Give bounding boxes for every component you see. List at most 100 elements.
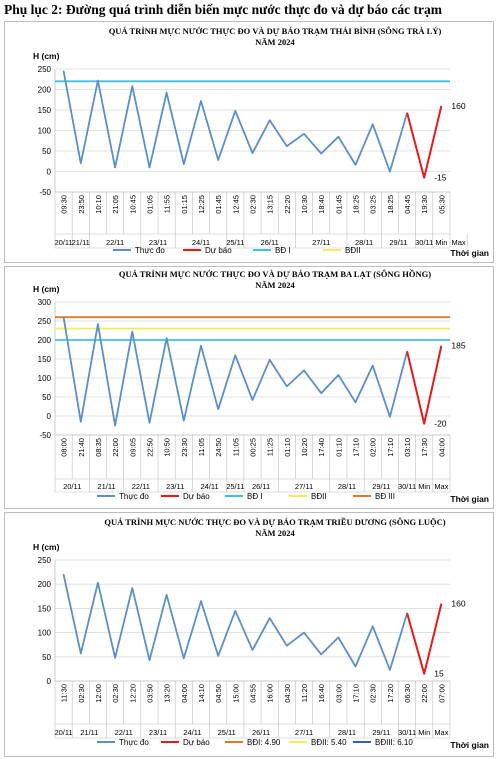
y-tick-label: 250 bbox=[38, 556, 52, 565]
y-tick-label: 200 bbox=[38, 580, 52, 589]
observed-point bbox=[372, 625, 374, 627]
chart-title: QUÁ TRÌNH MỰC NƯỚC THỰC ĐO VÀ DỰ BÁO TRẠ… bbox=[104, 517, 445, 527]
x-tick-label: 11:20 bbox=[300, 684, 309, 702]
x-tick-label: 21:40 bbox=[77, 438, 86, 457]
date-group-label: Max bbox=[434, 728, 448, 737]
observed-point bbox=[97, 323, 99, 325]
legend-label: BĐ III bbox=[375, 492, 395, 501]
observed-point bbox=[372, 364, 374, 367]
x-tick-label: 11:05 bbox=[197, 438, 206, 456]
date-group-label: 20/11 bbox=[54, 238, 72, 247]
date-group-label: 30/11 bbox=[398, 728, 416, 737]
date-group-label: 23/11 bbox=[166, 482, 184, 491]
x-tick-label: 17:10 bbox=[352, 684, 361, 703]
x-tick-label: 04:30 bbox=[283, 684, 292, 703]
legend-label: Thực đo bbox=[119, 738, 149, 747]
x-tick-label: 04:00 bbox=[180, 684, 189, 703]
x-tick-label: 22:00 bbox=[111, 438, 120, 457]
x-tick-label: 00:25 bbox=[249, 438, 258, 457]
x-tick-label: 01:05 bbox=[145, 195, 154, 214]
x-tick-label: 10:45 bbox=[128, 195, 137, 214]
x-tick-label: 01:10 bbox=[283, 438, 292, 457]
observed-point bbox=[251, 649, 254, 651]
observed-series-line bbox=[62, 574, 408, 671]
date-group-label: 25/11 bbox=[226, 238, 244, 247]
x-tick-label: 03:25 bbox=[369, 195, 378, 214]
observed-point bbox=[80, 162, 82, 164]
x-tick-label: 01:15 bbox=[180, 195, 189, 214]
date-group-label: Min bbox=[418, 482, 430, 491]
x-tick-label: 22:50 bbox=[145, 438, 154, 457]
legend-label: Dự báo bbox=[183, 492, 210, 501]
observed-point bbox=[337, 374, 339, 376]
y-tick-label: 0 bbox=[47, 412, 52, 421]
x-tick-label: 14:10 bbox=[197, 684, 206, 703]
x-tick-label: 03:10 bbox=[403, 438, 412, 457]
date-group-label: 22/11 bbox=[115, 728, 133, 737]
observed-point bbox=[251, 152, 254, 154]
x-tick-label: 09:05 bbox=[128, 438, 137, 457]
date-group-label: 22/11 bbox=[132, 482, 150, 491]
x-tick-label: 04:00 bbox=[437, 438, 446, 457]
observed-point bbox=[114, 657, 116, 659]
y-tick-label: 200 bbox=[38, 336, 52, 345]
y-tick-label: -50 bbox=[39, 431, 51, 440]
observed-point bbox=[62, 573, 65, 576]
date-group-label: 22/11 bbox=[106, 238, 124, 247]
date-group-label: 21/11 bbox=[80, 728, 98, 737]
observed-point bbox=[62, 70, 65, 72]
observed-point bbox=[114, 424, 116, 427]
x-tick-label: 05:30 bbox=[437, 195, 446, 214]
observed-point bbox=[354, 401, 357, 403]
date-group-label: 23/11 bbox=[149, 728, 167, 737]
x-tick-label: 12:25 bbox=[197, 195, 206, 214]
y-tick-label: 100 bbox=[38, 629, 52, 638]
observed-point bbox=[131, 587, 133, 589]
observed-point bbox=[131, 85, 133, 87]
date-group-label: 27/11 bbox=[295, 728, 313, 737]
y-tick-label: 200 bbox=[38, 86, 52, 95]
x-tick-label: 10:10 bbox=[94, 195, 103, 214]
forecast-series-line bbox=[406, 345, 443, 425]
observed-point bbox=[148, 422, 151, 424]
y-tick-label: 150 bbox=[38, 355, 52, 364]
date-group-label: Min bbox=[418, 728, 430, 737]
forecast-data-label: -15 bbox=[434, 173, 447, 183]
observed-point bbox=[234, 610, 236, 612]
y-tick-label: 100 bbox=[38, 374, 52, 383]
x-tick-label: 12:20 bbox=[128, 684, 137, 703]
x-tick-label: 11:30 bbox=[60, 684, 69, 702]
x-tick-label: 17:40 bbox=[317, 438, 326, 457]
date-group-label: Min bbox=[435, 238, 447, 247]
chart-trieu-duong: QUÁ TRÌNH MỰC NƯỚC THỰC ĐO VÀ DỰ BÁO TRẠ… bbox=[4, 512, 494, 757]
date-group-label: 24/11 bbox=[200, 482, 218, 491]
x-tick-label: 03:00 bbox=[334, 684, 343, 703]
date-group-label: 23/11 bbox=[149, 238, 167, 247]
date-group-label: 21/11 bbox=[97, 482, 115, 491]
x-tick-label: 01:10 bbox=[334, 438, 343, 457]
observed-point bbox=[148, 166, 151, 168]
chart-trieu-duong-svg: QUÁ TRÌNH MỰC NƯỚC THỰC ĐO VÀ DỰ BÁO TRẠ… bbox=[33, 517, 489, 750]
legend-label: Dự báo bbox=[205, 246, 232, 255]
y-axis-label: H (cm) bbox=[33, 284, 60, 294]
y-tick-label: 50 bbox=[42, 147, 51, 156]
observed-point bbox=[200, 100, 202, 102]
x-tick-label: 21:05 bbox=[111, 195, 120, 214]
date-group-label: 26/11 bbox=[252, 482, 270, 491]
observed-point bbox=[303, 369, 305, 371]
observed-point bbox=[166, 337, 168, 339]
x-tick-label: 06:30 bbox=[403, 684, 412, 703]
observed-point bbox=[183, 657, 185, 659]
forecast-series-line bbox=[406, 105, 443, 179]
x-tick-label: 12:00 bbox=[94, 684, 103, 703]
observed-point bbox=[131, 331, 133, 333]
date-group-label: 28/11 bbox=[338, 728, 356, 737]
legend-label: BĐII bbox=[311, 492, 327, 501]
date-group-label: 27/11 bbox=[312, 238, 330, 247]
legend-label: BĐII bbox=[345, 246, 361, 255]
forecast-data-label: 160 bbox=[451, 599, 465, 609]
observed-point bbox=[234, 354, 236, 356]
x-tick-label: 19:30 bbox=[420, 195, 429, 214]
date-group-label: Max bbox=[434, 482, 448, 491]
date-group-label: 25/11 bbox=[218, 728, 236, 737]
